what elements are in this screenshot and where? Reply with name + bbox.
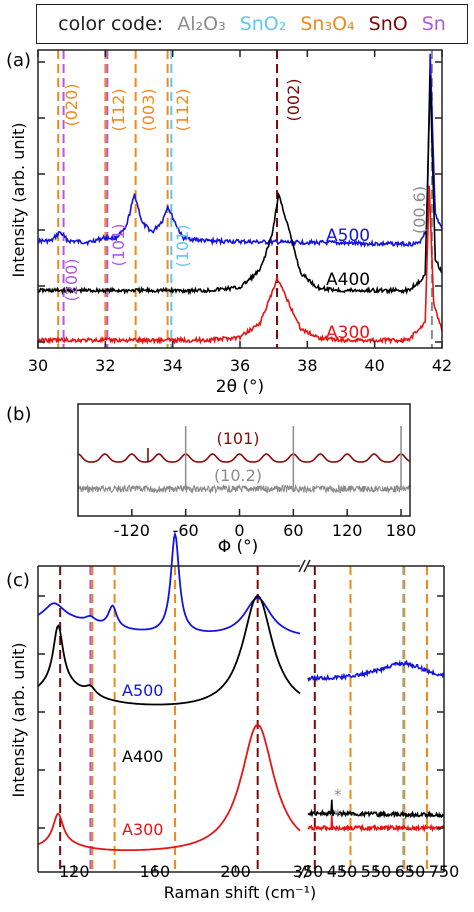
panel-c-frame <box>37 559 445 879</box>
label-b-101: (101) <box>216 429 259 448</box>
label-b-102: (10.2) <box>214 466 262 485</box>
peak-label-200: (200) <box>62 258 81 301</box>
series-c-right-a500 <box>307 659 445 682</box>
x-tick-label-c-right-4: 750 <box>429 862 460 881</box>
x-tick-label-c-left-2: 200 <box>220 862 251 881</box>
series-c-left-a400 <box>37 595 301 706</box>
panel-b: (b) -120 -60 0 60 120 180 (101) (10.2) Φ (°) <box>6 403 417 557</box>
label-c-a400: A400 <box>122 747 163 766</box>
peak-label-112: (112) <box>173 88 192 131</box>
panel-a-ylabel: Intensity (arb. unit) <box>9 123 28 278</box>
axis-break-top-2 <box>303 559 311 573</box>
x-tick-label-a-6: 42 <box>432 356 452 375</box>
panel-a-frame <box>37 49 443 349</box>
panel-c-series <box>37 530 445 851</box>
panel-a-label: (a) <box>6 50 31 71</box>
panel-a-xlabel: 2θ (°) <box>216 377 264 397</box>
axis-break-bottom-2 <box>303 865 311 879</box>
peak-label-020: (020) <box>62 83 81 126</box>
series-c-right-a300 <box>307 815 445 833</box>
x-tick-label-c-left-1: 160 <box>140 862 171 881</box>
peak-label-003: (003) <box>139 88 158 131</box>
x-tick-label-a-1: 32 <box>95 356 115 375</box>
panel-a-ticks: 30 32 34 36 38 40 42 <box>28 50 452 375</box>
peak-label-002: (002) <box>284 78 303 121</box>
panel-b-frame <box>77 403 411 517</box>
color-code-legend: color code: Al₂O₃ SnO₂ Sn₃O₄ SnO Sn <box>36 4 468 44</box>
label-c-a500: A500 <box>122 681 163 700</box>
peak-label-101-sn: (101) <box>109 223 128 266</box>
x-tick-label-b-3: 60 <box>283 521 303 540</box>
x-tick-label-a-4: 38 <box>297 356 317 375</box>
series-b-102 <box>77 483 411 495</box>
legend-al2o3: Al₂O₃ <box>177 13 226 35</box>
x-tick-label-b-5: 180 <box>386 521 417 540</box>
star-annotation-a400: * <box>334 786 342 804</box>
x-tick-label-a-0: 30 <box>28 356 48 375</box>
legend-sn: Sn <box>421 13 446 35</box>
peak-label-101-sno2: (101) <box>173 224 192 267</box>
x-tick-label-b-2: 0 <box>234 521 244 540</box>
star-annotation-a300: * <box>334 806 342 824</box>
panel-a-series <box>37 53 443 345</box>
x-tick-label-b-0: -120 <box>114 521 150 540</box>
color-code-label: color code: <box>58 13 164 35</box>
series-c-right-a400 <box>307 799 445 820</box>
x-tick-label-c-right-0: 350 <box>293 862 324 881</box>
panel-a: (a) 30 32 34 36 38 40 42 Intensity (arb. unit)… <box>6 49 452 397</box>
axis-break-bottom-1 <box>298 865 306 879</box>
legend-sno2: SnO₂ <box>239 13 287 35</box>
x-tick-label-a-2: 34 <box>162 356 182 375</box>
label-c-a300: A300 <box>122 820 163 839</box>
x-tick-label-b-1: -60 <box>173 521 199 540</box>
x-tick-label-b-4: 120 <box>332 521 363 540</box>
series-a-a500 <box>37 53 443 249</box>
panel-c-label: (c) <box>6 570 30 591</box>
series-a-a400 <box>37 75 443 296</box>
panel-b-xlabel: Φ (°) <box>218 537 259 557</box>
label-a400: A400 <box>326 270 370 290</box>
axis-break-top-1 <box>298 559 306 573</box>
x-tick-label-c-left-0: 120 <box>59 862 90 881</box>
panel-c-ylabel: Intensity (arb. unit) <box>9 643 28 798</box>
label-a500: A500 <box>326 226 370 246</box>
panel-b-ticks: -120 -60 0 60 120 180 <box>114 509 417 540</box>
panel-c-reference-lines <box>59 566 428 872</box>
x-tick-label-a-3: 36 <box>230 356 250 375</box>
label-a300: A300 <box>326 323 370 343</box>
x-tick-label-c-right-2: 550 <box>361 862 392 881</box>
panel-c-xlabel: Raman shift (cm⁻¹) <box>164 883 317 902</box>
legend-sn3o4: Sn₃O₄ <box>300 13 355 35</box>
x-tick-label-c-right-1: 450 <box>327 862 358 881</box>
x-tick-label-c-right-3: 650 <box>395 862 426 881</box>
series-c-left-a300 <box>37 723 301 851</box>
series-c-left-a500 <box>37 530 301 635</box>
panel-b-label: (b) <box>6 404 31 425</box>
series-b-101 <box>77 453 411 463</box>
panel-c: (c) 120 160 200 350 450 550 650 750 Intensity (… <box>6 530 460 902</box>
x-tick-label-a-5: 40 <box>364 356 384 375</box>
legend-sno: SnO <box>368 13 408 35</box>
peak-label-006: (00.6) <box>410 186 429 234</box>
panel-b-series <box>77 426 411 495</box>
panel-c-ticks: 120 160 200 350 450 550 650 750 <box>38 595 460 881</box>
series-a-a300 <box>37 185 443 345</box>
peak-label-m112: (1̄12) <box>109 88 128 131</box>
